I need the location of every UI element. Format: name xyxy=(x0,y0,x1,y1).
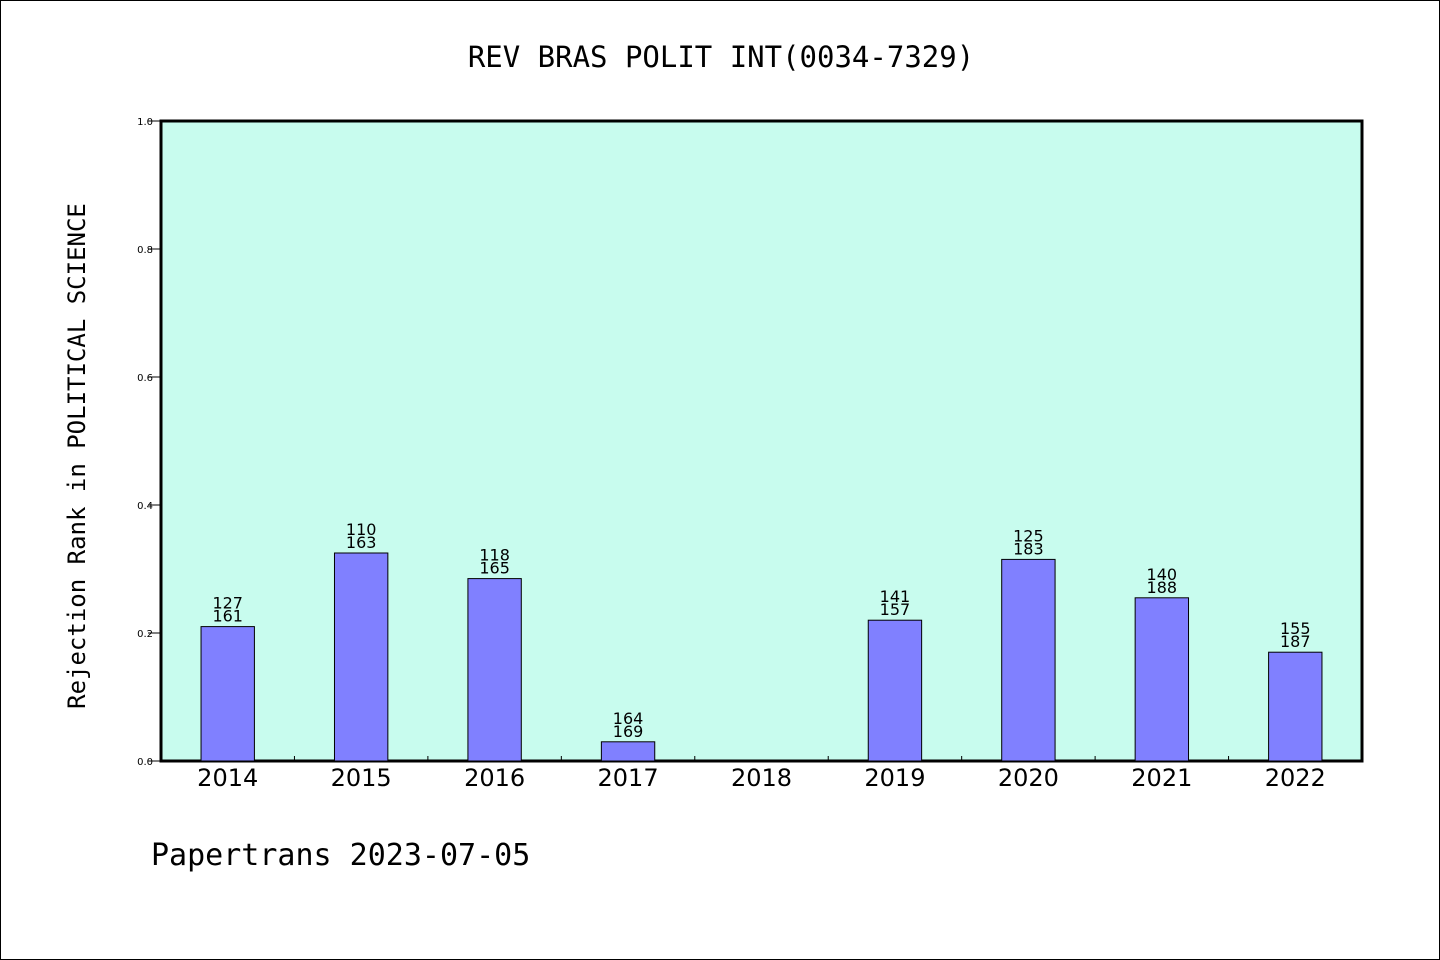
bar-2015 xyxy=(333,552,389,762)
y-tick-label: 0.8 xyxy=(137,245,153,256)
x-tick-label: 2016 xyxy=(464,764,525,792)
data-label-rank: 110 xyxy=(346,520,377,539)
x-tick-label: 2018 xyxy=(731,764,792,792)
x-axis: 2014 2015 2016 2017 2018 2019 2020 2021 2022 xyxy=(197,756,1326,792)
bar-2021 xyxy=(1134,597,1190,762)
data-label-rank: 127 xyxy=(212,594,243,613)
y-tick-label: 0.4 xyxy=(137,501,153,512)
x-tick-label: 2015 xyxy=(331,764,392,792)
data-label-total: 187 xyxy=(1280,632,1311,651)
data-label-total: 183 xyxy=(1013,539,1044,558)
x-tick-label: 2020 xyxy=(998,764,1059,792)
bar-2016 xyxy=(467,578,522,762)
bar-2017 xyxy=(600,741,656,762)
data-label-rank: 164 xyxy=(613,709,644,728)
x-tick-label: 2014 xyxy=(197,764,258,792)
data-label-rank: 155 xyxy=(1280,619,1311,638)
data-label-rank: 140 xyxy=(1147,565,1178,584)
data-label-rank: 118 xyxy=(479,546,510,565)
bar-2014 xyxy=(200,626,255,762)
data-label-total: 157 xyxy=(880,600,911,619)
x-tick-label: 2022 xyxy=(1265,764,1326,792)
y-axis-label: Rejection Rank in POLITICAL SCIENCE xyxy=(63,203,91,709)
data-label-total: 161 xyxy=(212,607,243,626)
x-tick-label: 2019 xyxy=(864,764,925,792)
data-label-total: 163 xyxy=(346,533,377,552)
y-tick-label: 0.0 xyxy=(137,757,153,768)
y-tick-label: 0.6 xyxy=(137,373,153,384)
bar-2019 xyxy=(867,619,923,762)
y-tick-label: 1.0 xyxy=(137,117,153,128)
data-label-total: 165 xyxy=(479,559,510,578)
x-tick-label: 2017 xyxy=(598,764,659,792)
chart-title: REV BRAS POLIT INT(0034-7329) xyxy=(468,40,974,74)
footer-credit: Papertrans 2023-07-05 xyxy=(151,838,530,873)
bar-2022 xyxy=(1268,651,1323,762)
bars-layer xyxy=(200,552,1323,762)
data-labels-layer: 1611271631101651181691641571411831251881… xyxy=(212,520,1310,741)
data-label-total: 169 xyxy=(613,722,644,741)
bar-2020 xyxy=(1001,558,1056,762)
x-tick-label: 2021 xyxy=(1131,764,1192,792)
y-axis: 0.0 0.2 0.4 0.6 0.8 1.0 xyxy=(137,117,161,768)
y-tick-label: 0.2 xyxy=(137,629,153,640)
data-label-rank: 125 xyxy=(1013,526,1044,545)
data-label-rank: 141 xyxy=(880,587,911,606)
data-label-total: 188 xyxy=(1147,578,1178,597)
